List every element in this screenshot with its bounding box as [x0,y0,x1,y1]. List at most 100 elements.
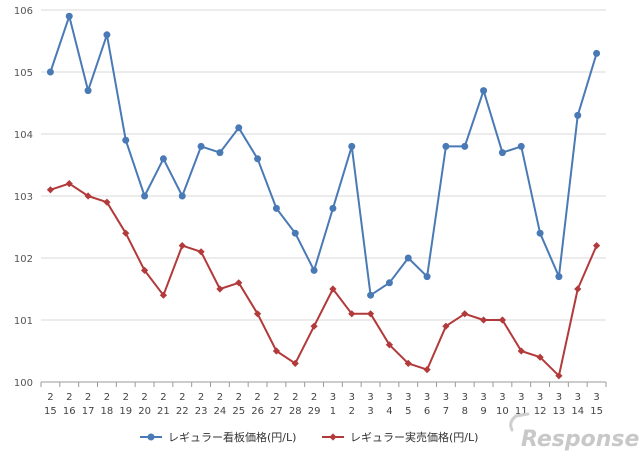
x-tick-day: 14 [571,406,584,417]
x-tick-day: 27 [270,406,283,417]
data-point [159,155,167,163]
response-logo-icon [509,412,530,432]
legend-item-1: レギュラー看板価格(円/L) [140,430,296,444]
x-tick-month: 3 [518,392,524,403]
data-point [480,87,488,95]
data-point [178,242,186,250]
data-point [348,310,356,318]
legend-item-2: レギュラー実売価格(円/L) [322,430,478,444]
data-point [329,204,337,212]
data-point [385,279,393,287]
x-tick-day: 21 [157,406,170,417]
data-point [593,49,601,57]
data-point [84,192,92,200]
series-line [49,15,598,297]
x-tick-day: 17 [82,406,95,417]
x-tick-month: 2 [236,392,242,403]
x-tick-month: 3 [349,392,355,403]
data-point [555,273,563,281]
data-point [46,186,55,194]
data-point [310,266,318,274]
x-tick-day: 7 [443,406,449,417]
x-tick-month: 2 [85,392,91,403]
data-point [442,322,450,330]
watermark: Response. [509,412,640,452]
data-point [348,142,356,150]
y-tick-label: 105 [14,68,33,79]
grid-lines [41,9,606,321]
data-point [367,291,375,299]
x-tick-month: 2 [179,392,185,403]
x-tick-labels: 2152162172182192202212222232242252262272… [44,392,603,417]
data-point [423,366,431,374]
x-tick-month: 2 [311,392,317,403]
data-point [404,359,412,367]
x-tick-day: 29 [308,406,321,417]
x-tick-day: 8 [462,406,468,417]
data-point [574,111,582,119]
x-tick-day: 22 [176,406,189,417]
data-point [498,316,507,324]
x-tick-day: 19 [119,406,132,417]
data-point [574,285,582,293]
legend-marker [147,433,155,441]
series-group [46,12,601,380]
data-point [103,198,111,206]
x-tick-month: 3 [593,392,599,403]
x-tick-day: 24 [214,406,227,417]
data-point [517,347,525,355]
x-tick-day: 16 [63,406,76,417]
data-point [461,310,469,318]
x-tick-month: 3 [443,392,449,403]
legend-label: レギュラー実売価格(円/L) [350,430,478,444]
data-point [291,359,299,367]
data-point [272,347,281,355]
data-point [366,310,375,318]
data-point [178,192,186,200]
data-point [385,341,394,349]
data-point [498,149,506,157]
legend-label: レギュラー看板価格(円/L) [168,430,296,444]
data-point [272,204,280,212]
x-tick-day: 18 [101,406,114,417]
x-tick-month: 2 [66,392,72,403]
watermark-text: Response. [521,427,640,452]
x-tick-month: 2 [292,392,298,403]
x-tick-day: 2 [349,406,355,417]
data-point [46,68,54,76]
y-tick-label: 104 [14,130,33,141]
data-point [141,192,149,200]
x-tick-day: 15 [44,406,57,417]
x-tick-month: 2 [160,392,166,403]
data-point [197,248,205,256]
y-tick-label: 103 [14,192,33,203]
data-point [84,87,92,95]
series-1 [46,12,601,299]
x-tick-month: 2 [123,392,129,403]
data-point [461,142,469,150]
data-point [423,273,431,281]
x-tick-day: 6 [424,406,430,417]
x-tick-month: 3 [462,392,468,403]
data-point [329,285,337,293]
data-point [103,31,111,39]
data-point [291,229,299,237]
data-point [536,229,544,237]
data-point [122,229,130,237]
x-tick-month: 2 [217,392,223,403]
series-line [50,182,598,377]
legend-marker [329,433,337,441]
x-tick-month: 2 [104,392,110,403]
x-tick-day: 5 [405,406,411,417]
x-tick-month: 2 [273,392,279,403]
x-tick-month: 2 [141,392,147,403]
y-tick-label: 101 [14,316,33,327]
x-tick-day: 1 [330,406,336,417]
x-tick-day: 10 [496,406,509,417]
x-tick-month: 3 [556,392,562,403]
x-tick-month: 3 [575,392,581,403]
data-point [235,279,243,287]
x-tick-month: 3 [367,392,373,403]
x-tick-month: 3 [480,392,486,403]
